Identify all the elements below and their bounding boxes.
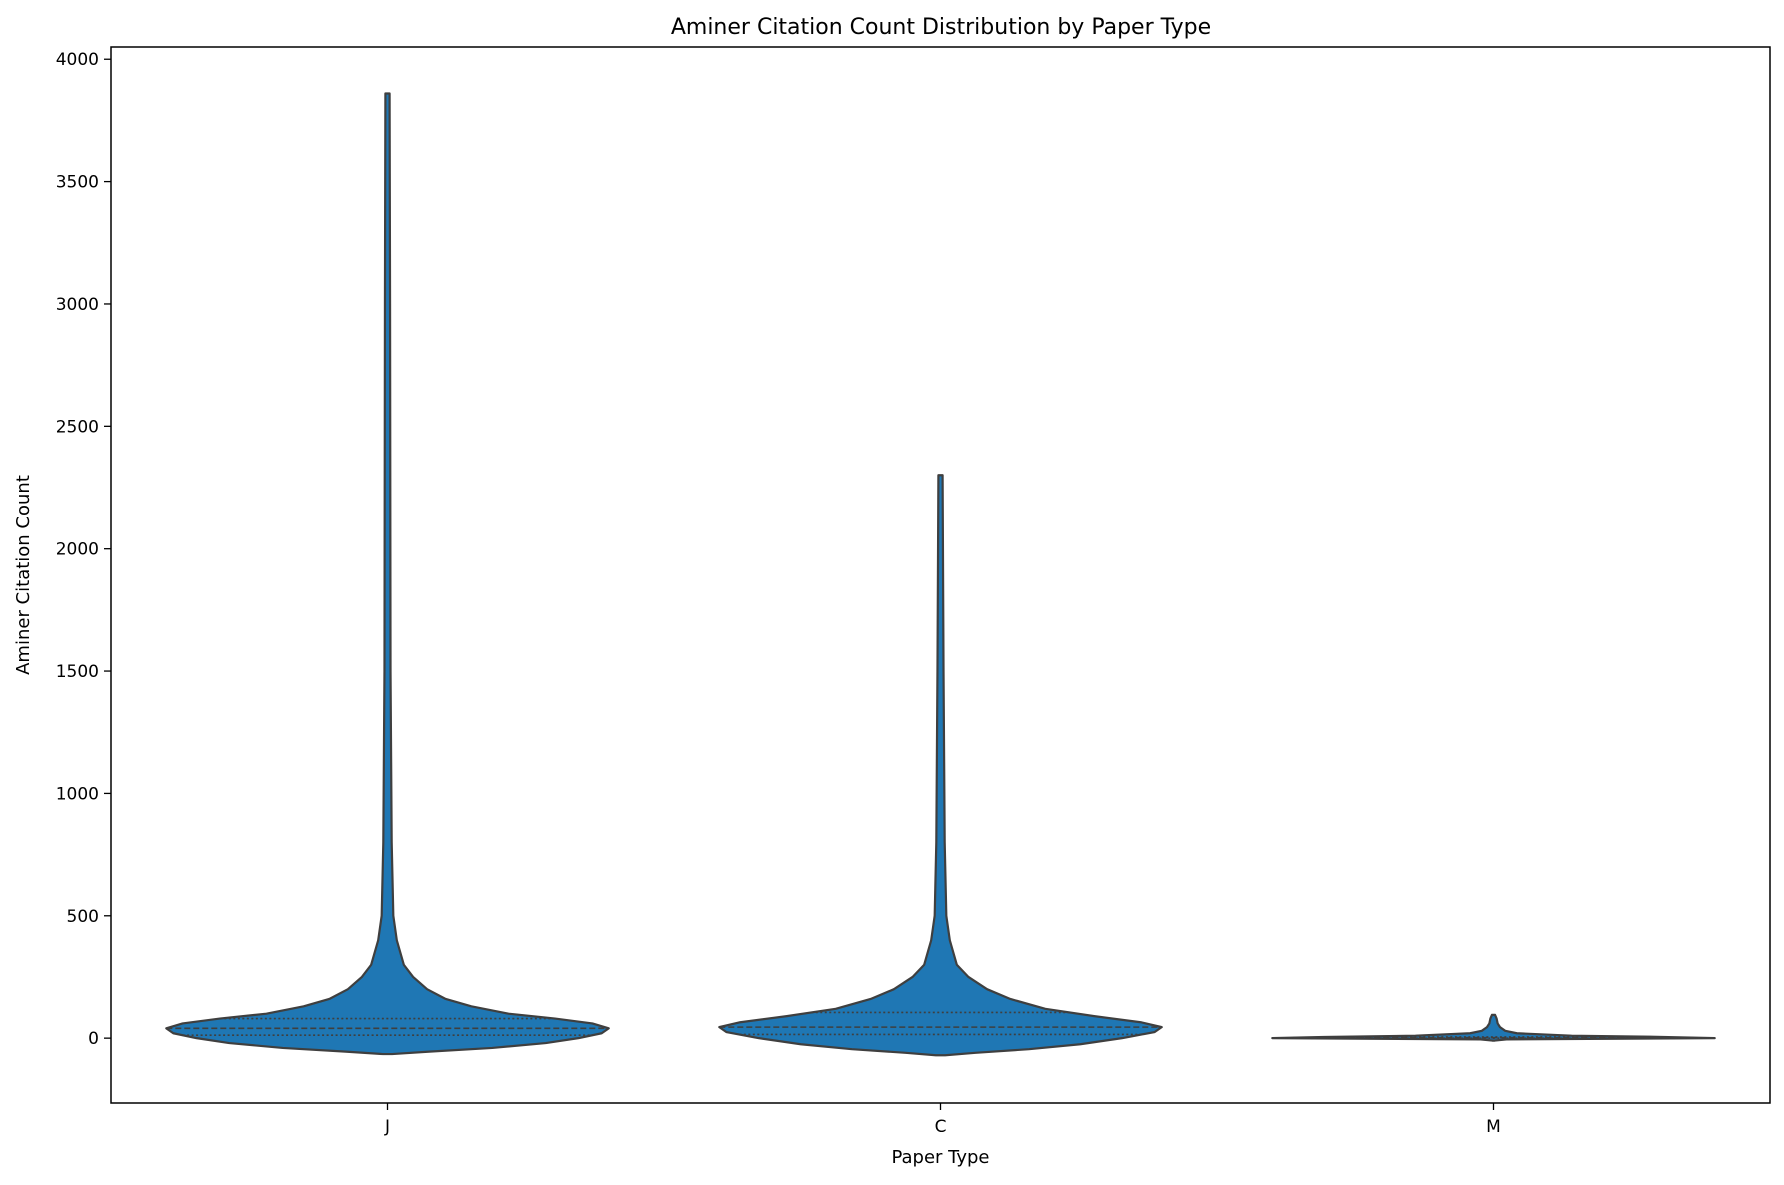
x-tick-label-c: C (935, 1117, 947, 1137)
violins-layer (165, 92, 1716, 1057)
y-tick-label: 1000 (56, 784, 99, 804)
y-tick-label: 3000 (56, 295, 99, 315)
violin-body (165, 92, 610, 1056)
y-tick-label: 0 (88, 1029, 99, 1049)
violin-m (1271, 1013, 1716, 1042)
x-axis-label: Paper Type (891, 1147, 989, 1168)
y-tick-label: 4000 (56, 50, 99, 70)
chart-title: Aminer Citation Count Distribution by Pa… (671, 15, 1211, 40)
x-tick-label-j: J (384, 1117, 390, 1137)
y-tick-label: 3500 (56, 173, 99, 193)
violin-j (165, 92, 610, 1056)
violin-body (718, 474, 1163, 1057)
x-tick-label-m: M (1486, 1117, 1501, 1137)
violin-c (718, 474, 1163, 1057)
y-tick-label: 2500 (56, 417, 99, 437)
y-axis-ticks: 0 500 1000 1500 2000 2500 3000 3500 4000 (56, 50, 111, 1049)
y-tick-label: 1500 (56, 662, 99, 682)
y-tick-label: 500 (67, 907, 99, 927)
y-axis-label: Aminer Citation Count (13, 475, 34, 675)
y-tick-label: 2000 (56, 540, 99, 560)
